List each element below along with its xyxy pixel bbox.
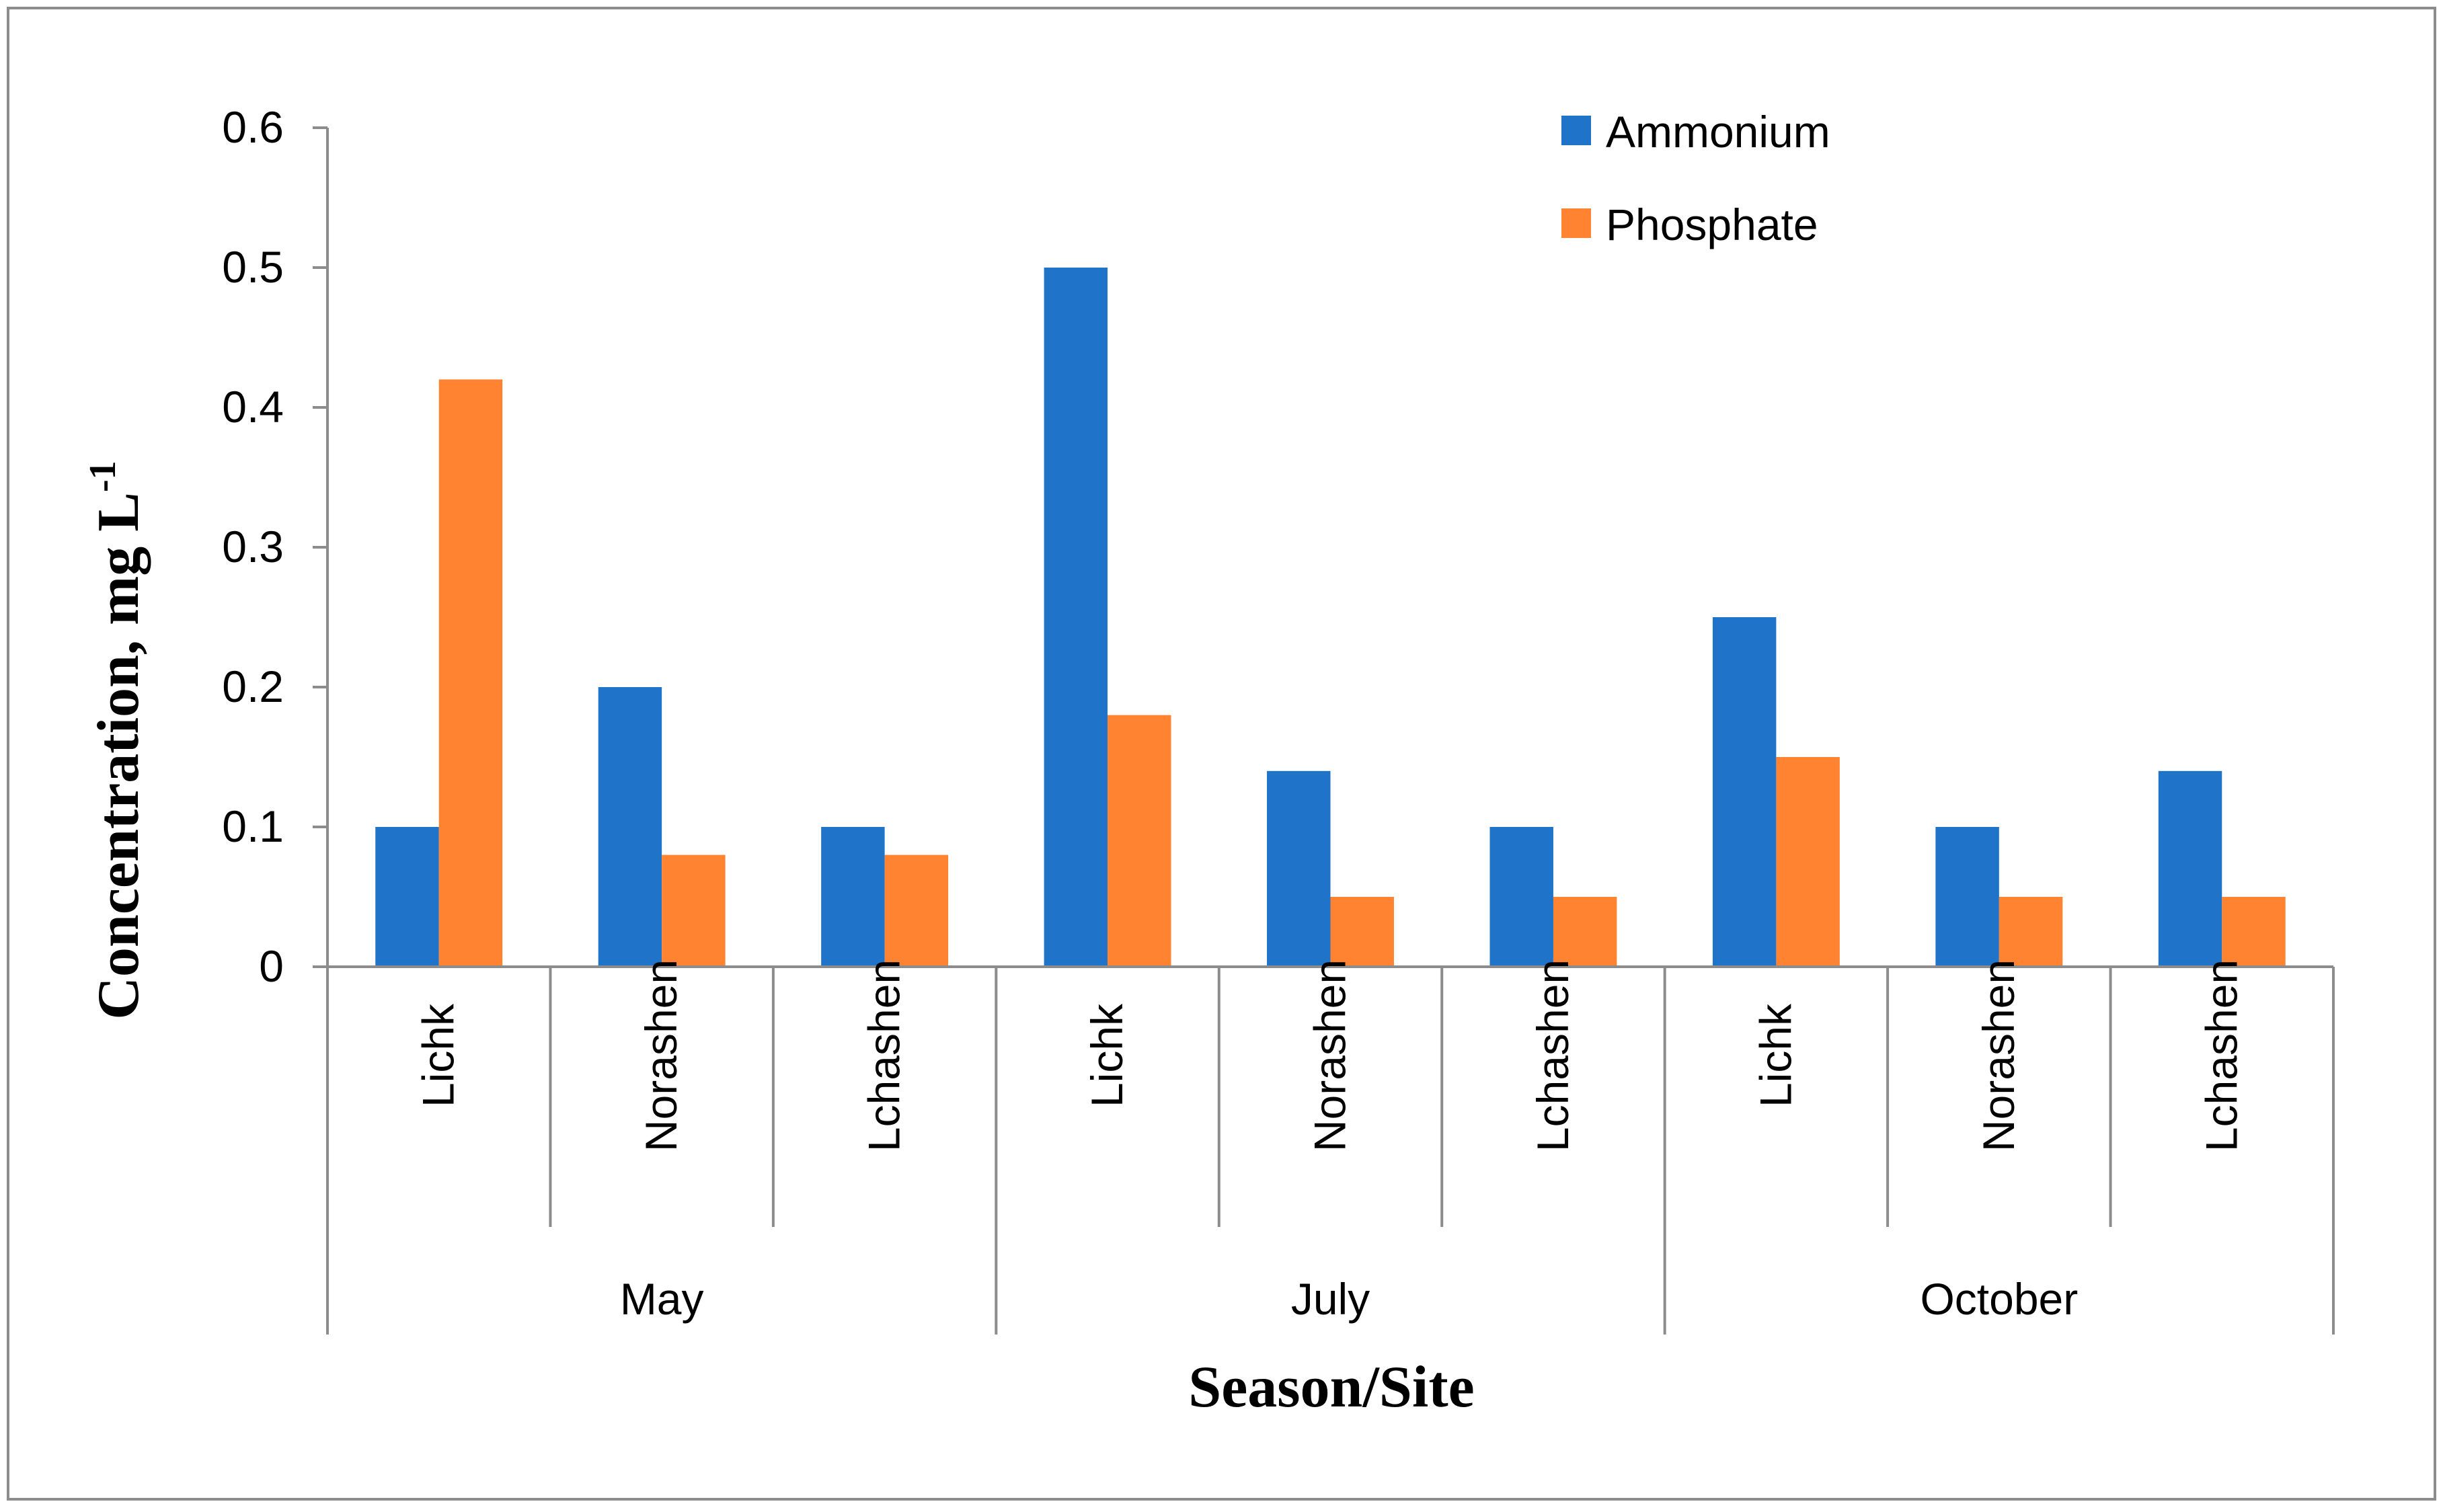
y-tick-label: 0 xyxy=(259,941,284,991)
group-label: October xyxy=(1920,1274,2078,1324)
site-label: Lchashen xyxy=(2196,959,2246,1152)
group-label: May xyxy=(620,1274,704,1324)
site-label: Lchashen xyxy=(859,959,909,1152)
y-tick-label: 0.2 xyxy=(222,662,284,711)
legend: Ammonium Phosphate xyxy=(1561,107,1830,249)
y-tick-label: 0.1 xyxy=(222,801,284,851)
bar-ammonium-0 xyxy=(375,827,439,967)
bar-phosphate-2 xyxy=(884,854,949,967)
bar-ammonium-6 xyxy=(1712,617,1777,967)
y-axis-ticks: 0 0.1 0.2 0.3 0.4 0.5 0.6 xyxy=(222,102,327,991)
bar-ammonium-3 xyxy=(1044,268,1108,967)
bar-phosphate-0 xyxy=(438,379,503,967)
legend-label-phosphate: Phosphate xyxy=(1606,200,1818,249)
bar-phosphate-3 xyxy=(1108,715,1171,967)
site-label: Lichk xyxy=(414,1003,463,1107)
site-label: Norashen xyxy=(636,959,686,1152)
y-tick-label: 0.6 xyxy=(222,102,284,152)
legend-label-ammonium: Ammonium xyxy=(1606,107,1830,157)
bar-phosphate-1 xyxy=(662,854,726,967)
legend-swatch-ammonium xyxy=(1561,116,1591,145)
site-label: Norashen xyxy=(1305,959,1355,1152)
group-label: July xyxy=(1291,1274,1370,1324)
site-label: Lchashen xyxy=(1528,959,1578,1152)
y-axis-title-superscript: -1 xyxy=(82,461,124,492)
x-axis-title: Season/Site xyxy=(1188,1355,1474,1420)
y-axis-title-text: Concentration, mg L xyxy=(86,492,151,1020)
bar-phosphate-4 xyxy=(1330,897,1394,967)
bar-ammonium-2 xyxy=(821,827,885,967)
axes xyxy=(326,128,2335,1335)
site-label: Norashen xyxy=(1974,959,2023,1152)
bar-phosphate-7 xyxy=(1999,897,2063,967)
bar-phosphate-6 xyxy=(1776,757,1840,967)
y-tick-label: 0.5 xyxy=(222,242,284,292)
chart-frame xyxy=(7,7,2436,1501)
y-tick-label: 0.3 xyxy=(222,522,284,571)
legend-swatch-phosphate xyxy=(1561,208,1591,238)
site-label: Lichk xyxy=(1750,1003,1800,1107)
category-labels: Lichk Norashen Lchashen Lichk Norashen Lchash… xyxy=(414,959,2247,1324)
site-label: Lichk xyxy=(1082,1003,1132,1107)
bar-ammonium-4 xyxy=(1267,770,1331,967)
y-tick-label: 0.4 xyxy=(222,382,284,432)
bar-phosphate-8 xyxy=(2222,897,2286,967)
bar-ammonium-8 xyxy=(2158,770,2222,967)
bar-phosphate-5 xyxy=(1553,897,1617,967)
bar-ammonium-5 xyxy=(1489,827,1553,967)
y-axis-title: Concentration, mg L-1 xyxy=(82,461,151,1019)
bar-ammonium-7 xyxy=(1935,827,1999,967)
bar-ammonium-1 xyxy=(598,687,662,967)
bars xyxy=(375,268,2286,967)
